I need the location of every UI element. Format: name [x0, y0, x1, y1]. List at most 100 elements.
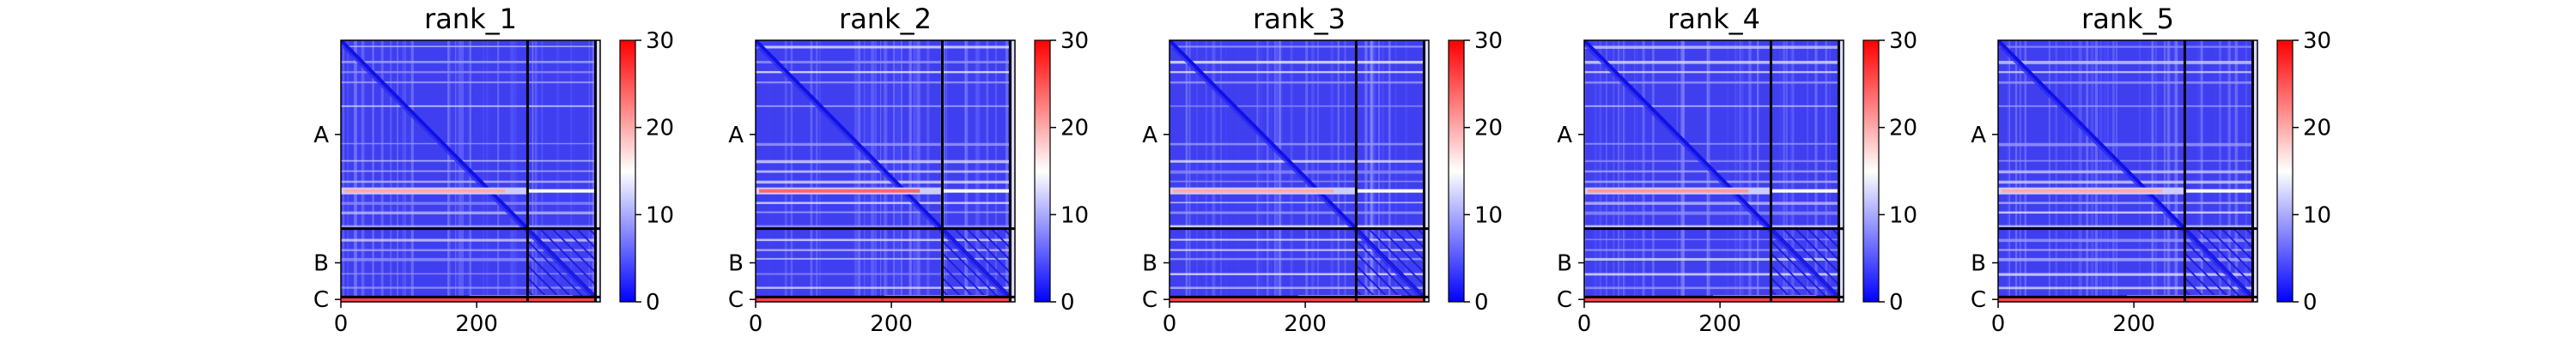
block-texture [1795, 227, 1840, 274]
row-band [1584, 45, 1844, 49]
block-texture [941, 240, 999, 298]
row-band [756, 45, 1015, 49]
block-texture [2184, 227, 2254, 298]
row-band [1998, 105, 2257, 107]
row-band [341, 159, 600, 162]
row-band [1170, 225, 1429, 228]
row-band [1584, 180, 1844, 184]
block-texture [978, 227, 1012, 261]
block-texture [1355, 277, 1376, 298]
row-band [1584, 249, 1844, 251]
block-texture [2184, 240, 2241, 298]
block-texture [563, 227, 597, 261]
y-tick-label: C [1142, 287, 1157, 313]
colorbar-tick-label: 30 [1474, 28, 1503, 54]
row-band [1998, 70, 2257, 74]
block-texture [1355, 264, 1388, 298]
chain-c-row [1584, 298, 1844, 302]
colorbar-tick-label: 10 [1889, 202, 1917, 228]
block-texture [953, 227, 1012, 286]
chain-c-row [1998, 298, 2257, 302]
row-band [1998, 159, 2257, 162]
row-band [1584, 142, 1844, 145]
y-tick-label: A [1142, 123, 1157, 148]
row-band [1998, 211, 2257, 214]
hot-row [2002, 189, 2163, 193]
row-band [756, 70, 1015, 74]
block-texture [2184, 277, 2205, 298]
block-texture [941, 252, 987, 298]
panel-title: rank_1 [424, 3, 517, 35]
axes-frame [755, 39, 1016, 303]
y-tick-label: A [313, 123, 329, 148]
colorbar-tick-label: 30 [2303, 28, 2331, 54]
block-texture [990, 227, 1012, 249]
block-texture [1392, 227, 1425, 261]
hot-row-tail [1771, 189, 1844, 193]
hot-row-tail [1356, 189, 1429, 193]
axes-frame [1997, 39, 2258, 303]
row-band [1584, 273, 1844, 276]
chain-c-column [1425, 40, 1429, 302]
block-texture [1770, 252, 1815, 298]
chain-c-row [1170, 298, 1429, 302]
diagonal-band [1998, 43, 2255, 302]
row-band [1170, 211, 1429, 214]
colorbar [1448, 39, 1465, 303]
y-tick-label: B [1971, 250, 1986, 276]
colorbar-tick-label: 30 [646, 28, 674, 54]
chain-c-column [597, 40, 600, 302]
block-texture [526, 264, 560, 298]
heatmap [756, 40, 1015, 302]
block-texture [1355, 240, 1413, 298]
row-band [1170, 45, 1429, 48]
block-texture [1380, 227, 1425, 274]
y-tick-label: B [313, 250, 329, 276]
block-texture [1770, 264, 1803, 298]
block-texture [538, 227, 597, 286]
row-band [1170, 70, 1429, 74]
colorbar-tick-label: 30 [1060, 28, 1089, 54]
y-tick-label: C [1557, 287, 1572, 313]
x-tick-label: 200 [870, 311, 913, 337]
block-texture [941, 277, 963, 298]
block-texture [2184, 252, 2229, 298]
x-tick-label: 0 [334, 311, 349, 337]
row-band [1998, 142, 2257, 147]
row-band [1170, 159, 1429, 163]
row-band [756, 142, 1015, 147]
colorbar-tick-label: 20 [1889, 116, 1917, 141]
block-texture [2196, 227, 2254, 286]
colorbar-tick-label: 30 [1889, 28, 1917, 54]
row-band [1998, 249, 2257, 251]
row-band [341, 202, 600, 205]
row-band [1584, 286, 1844, 290]
diagonal-band [1170, 43, 1426, 302]
row-band [756, 60, 1015, 63]
row-band [756, 257, 1015, 260]
x-tick-label: 0 [1991, 311, 2006, 337]
block-texture [1819, 227, 1840, 249]
diagonal-band [756, 43, 1012, 302]
row-band [341, 286, 600, 289]
colorbar-tick-label: 0 [646, 290, 660, 316]
heatmap [1584, 40, 1844, 302]
row-band [756, 286, 1015, 289]
row-band [756, 180, 1015, 184]
hot-row-tail [527, 189, 600, 193]
colorbar-tick-label: 0 [2303, 290, 2318, 316]
x-tick-label: 200 [1698, 311, 1741, 337]
row-band [1170, 142, 1429, 146]
colorbar-tick-label: 0 [1889, 290, 1904, 316]
chain-c-column [1012, 40, 1015, 302]
row-band [1584, 81, 1844, 84]
panel-title: rank_2 [839, 3, 932, 35]
row-band [1584, 60, 1844, 64]
row-band [1584, 257, 1844, 261]
row-band [341, 225, 600, 229]
colorbar-tick-label: 10 [1474, 202, 1503, 228]
colorbar-tick-label: 20 [1060, 116, 1089, 141]
y-tick-label: B [1142, 250, 1157, 276]
